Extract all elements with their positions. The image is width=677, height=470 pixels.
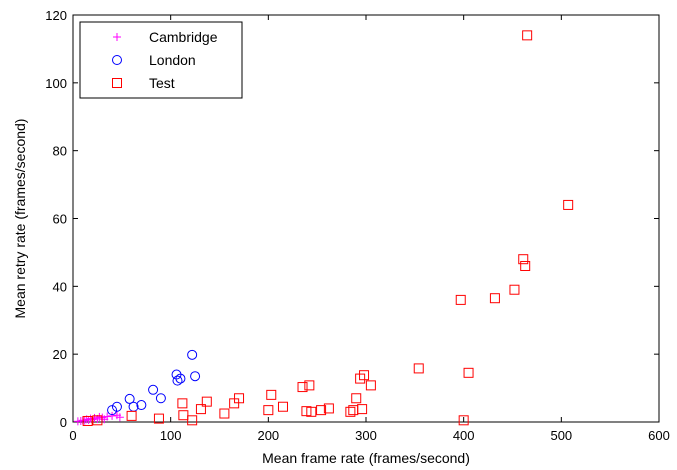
legend-marker-test <box>112 78 122 88</box>
london-point <box>175 373 186 384</box>
cambridge-point <box>115 413 124 422</box>
cambridge-point <box>103 412 112 421</box>
axis-ticks <box>72 14 660 423</box>
london-point <box>190 371 201 382</box>
y-tick-label: 0 <box>60 415 67 430</box>
y-tick-label: 80 <box>53 144 67 159</box>
london-point <box>107 405 118 416</box>
legend: Cambridge London Test <box>79 21 243 99</box>
test-point <box>463 367 474 378</box>
test-point <box>413 363 424 374</box>
x-tick-label: 600 <box>648 428 670 443</box>
legend-marker-cambridge <box>113 33 121 41</box>
x-tick-label: 500 <box>550 428 572 443</box>
test-point <box>518 254 529 265</box>
london-point <box>187 349 198 360</box>
x-tick-label: 100 <box>160 428 182 443</box>
test-point <box>187 415 198 426</box>
london-point <box>136 400 147 411</box>
test-point <box>323 403 334 414</box>
x-tick-label: 400 <box>453 428 475 443</box>
test-point <box>277 401 288 412</box>
test-point <box>489 293 500 304</box>
test-point <box>92 415 103 426</box>
cambridge-point <box>108 411 117 420</box>
test-point <box>178 410 189 421</box>
test-point <box>355 373 366 384</box>
london-point <box>124 393 135 404</box>
test-point <box>351 393 362 404</box>
cambridge-point <box>80 416 89 425</box>
test-point <box>345 406 356 417</box>
x-axis-label: Mean frame rate (frames/second) <box>262 450 470 466</box>
test-point <box>522 30 533 41</box>
test-point <box>563 199 574 210</box>
legend-label-london: London <box>149 52 196 68</box>
y-tick-label: 40 <box>53 279 67 294</box>
x-tick-label: 200 <box>257 428 279 443</box>
legend-box <box>79 21 243 99</box>
test-point <box>177 398 188 409</box>
test-point <box>458 415 469 426</box>
london-point <box>172 375 183 386</box>
y-tick-label: 60 <box>53 212 67 227</box>
test-point <box>306 406 317 417</box>
test-point <box>304 380 315 391</box>
y-tick-label: 120 <box>45 8 67 23</box>
test-point <box>126 410 137 421</box>
london-point <box>148 384 159 395</box>
y-axis-label: Mean retry rate (frames/second) <box>12 119 28 319</box>
data-markers <box>73 30 574 426</box>
test-point <box>201 396 212 407</box>
test-point <box>297 382 308 393</box>
test-point <box>357 404 368 415</box>
legend-label-test: Test <box>149 75 175 91</box>
test-point <box>82 415 93 426</box>
y-tick-label: 20 <box>53 347 67 362</box>
test-point <box>359 370 370 381</box>
test-point <box>263 405 274 416</box>
x-tick-label: 300 <box>355 428 377 443</box>
y-tick-label: 100 <box>45 76 67 91</box>
test-point <box>365 380 376 391</box>
test-point <box>266 389 277 400</box>
test-point <box>234 393 245 404</box>
legend-marker-london <box>112 55 122 65</box>
axis-tick-labels: 0 100 200 300 400 500 600 0 20 40 60 80 100 120 <box>45 8 670 443</box>
test-point <box>153 413 164 424</box>
legend-markers <box>112 33 122 88</box>
x-tick-label: 0 <box>69 428 76 443</box>
test-point <box>455 294 466 305</box>
test-point <box>195 404 206 415</box>
test-point <box>219 408 230 419</box>
legend-label-cambridge: Cambridge <box>149 29 218 45</box>
test-point <box>509 284 520 295</box>
london-point <box>111 401 122 412</box>
test-point <box>520 260 531 271</box>
test-point <box>316 405 327 416</box>
london-point <box>155 393 166 404</box>
